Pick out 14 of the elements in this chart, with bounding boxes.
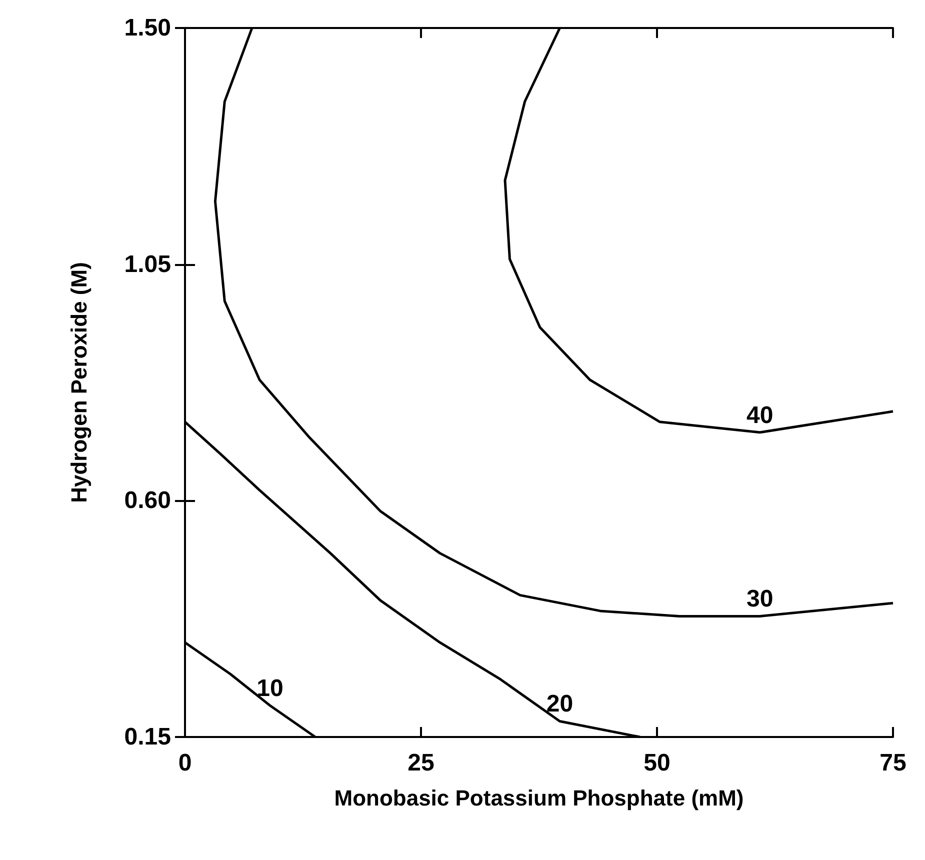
series-label: 10 (256, 674, 284, 702)
y-tick-label: 1.50 (124, 14, 171, 42)
x-tick-label: 50 (644, 750, 670, 776)
x-tick-label: 75 (880, 750, 906, 776)
y-axis-title: Hydrogen Peroxide (M) (66, 262, 92, 503)
x-tick-label: 0 (178, 750, 192, 776)
x-tick-label: 25 (408, 750, 434, 776)
series-label: 30 (746, 586, 774, 613)
series-label: 40 (746, 402, 774, 429)
y-tick-label: 0.15 (124, 724, 171, 750)
x-axis-title: Monobasic Potassium Phosphate (mM) (334, 786, 744, 810)
y-tick-label: 0.60 (124, 487, 171, 514)
series-label: 20 (546, 690, 574, 718)
y-tick-label: 1.05 (124, 250, 171, 278)
